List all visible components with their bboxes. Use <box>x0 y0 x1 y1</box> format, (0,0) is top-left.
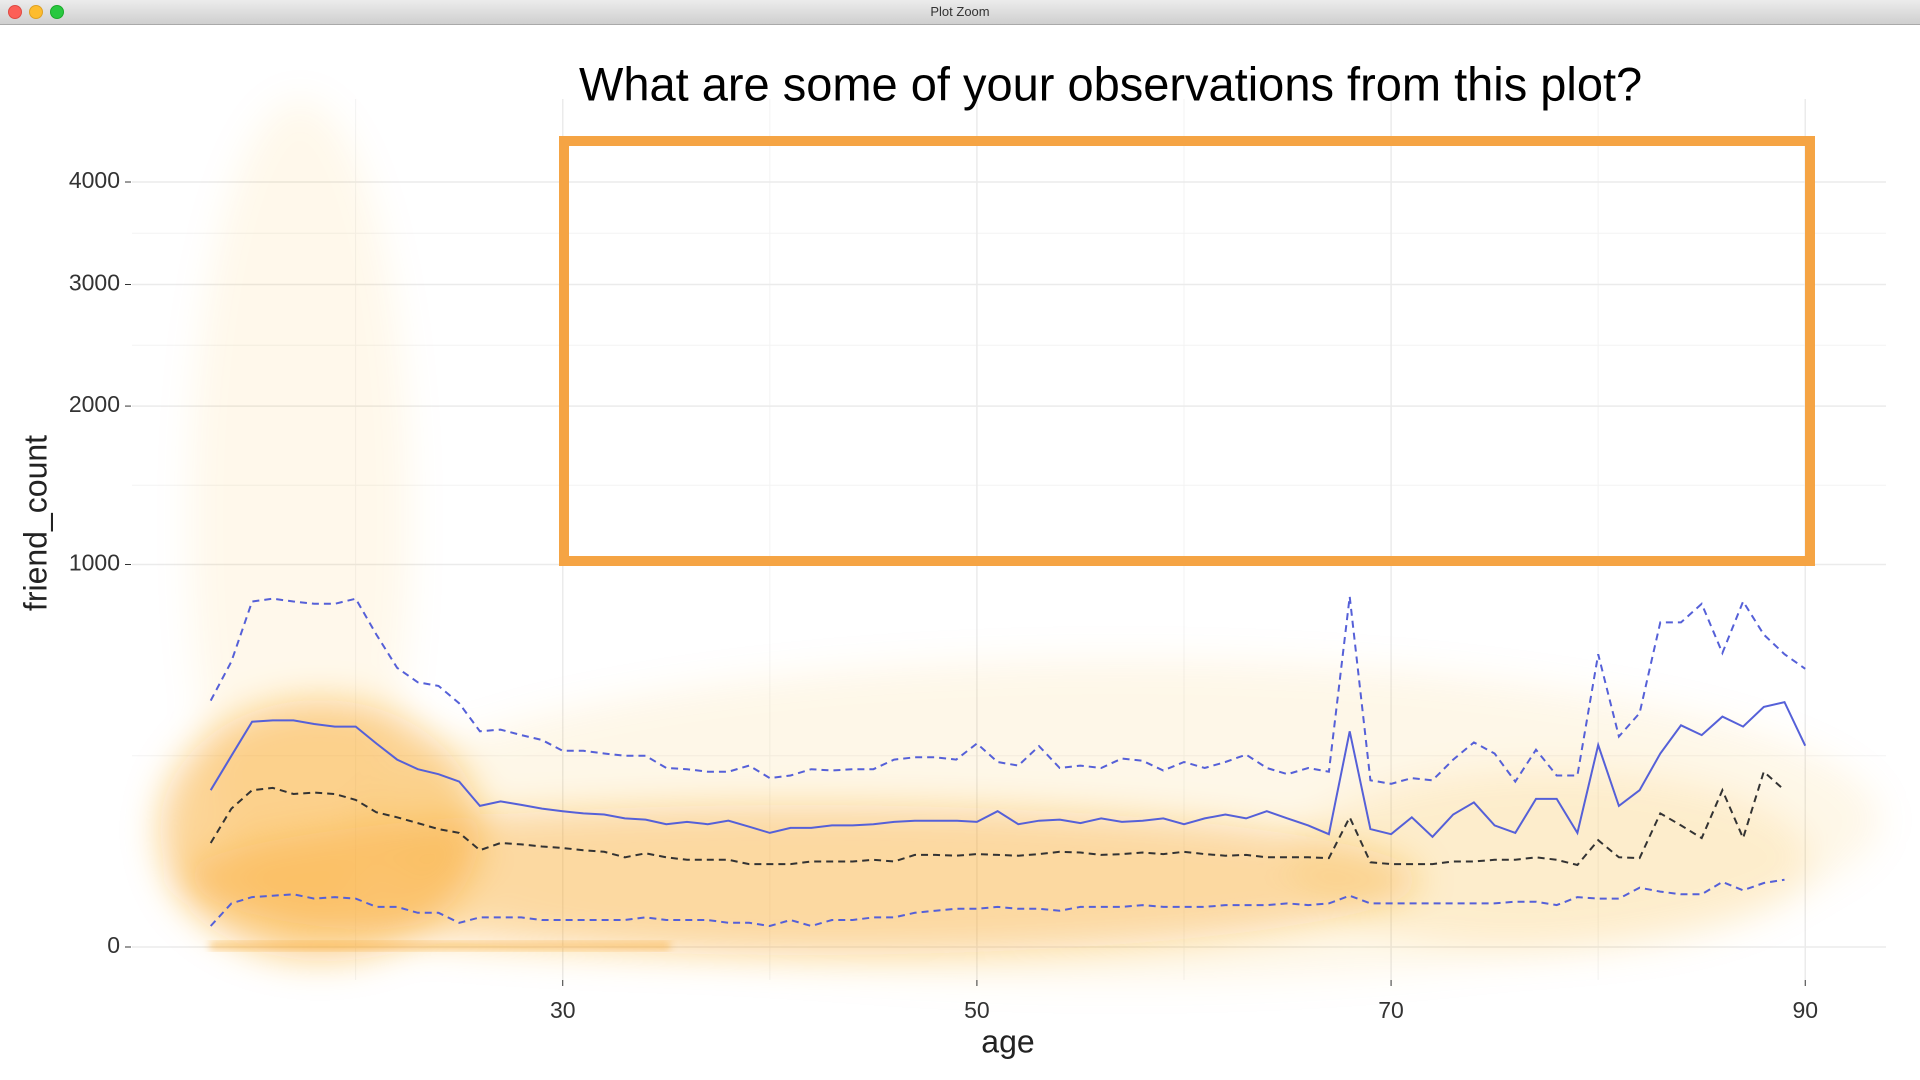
highlight-box <box>559 136 1815 566</box>
title-bar: Plot Zoom <box>0 0 1920 25</box>
y-tick-label: 0 <box>107 932 120 958</box>
x-tick-label: 90 <box>1792 997 1818 1023</box>
y-tick-label: 2000 <box>69 391 120 417</box>
chart: What are some of your observations from … <box>17 57 1886 1059</box>
close-button[interactable] <box>8 5 22 19</box>
x-tick-label: 70 <box>1378 997 1404 1023</box>
y-tick-label: 1000 <box>69 550 120 576</box>
x-axis-title: age <box>981 1023 1034 1059</box>
window-title: Plot Zoom <box>930 4 990 19</box>
y-tick-label: 4000 <box>69 167 120 193</box>
point-cloud <box>160 100 1880 980</box>
y-axis-title: friend_count <box>17 435 53 611</box>
y-tick-label: 3000 <box>69 270 120 296</box>
minimize-button[interactable] <box>29 5 43 19</box>
annotation: What are some of your observations from … <box>579 57 1642 110</box>
series-line <box>209 878 1785 928</box>
x-tick-label: 50 <box>964 997 990 1023</box>
x-tick-label: 30 <box>550 997 576 1023</box>
series-line <box>209 700 1807 839</box>
lines <box>209 596 1807 928</box>
zero-stripe <box>210 942 670 950</box>
series-line <box>209 769 1786 867</box>
zoom-button[interactable] <box>50 5 64 19</box>
